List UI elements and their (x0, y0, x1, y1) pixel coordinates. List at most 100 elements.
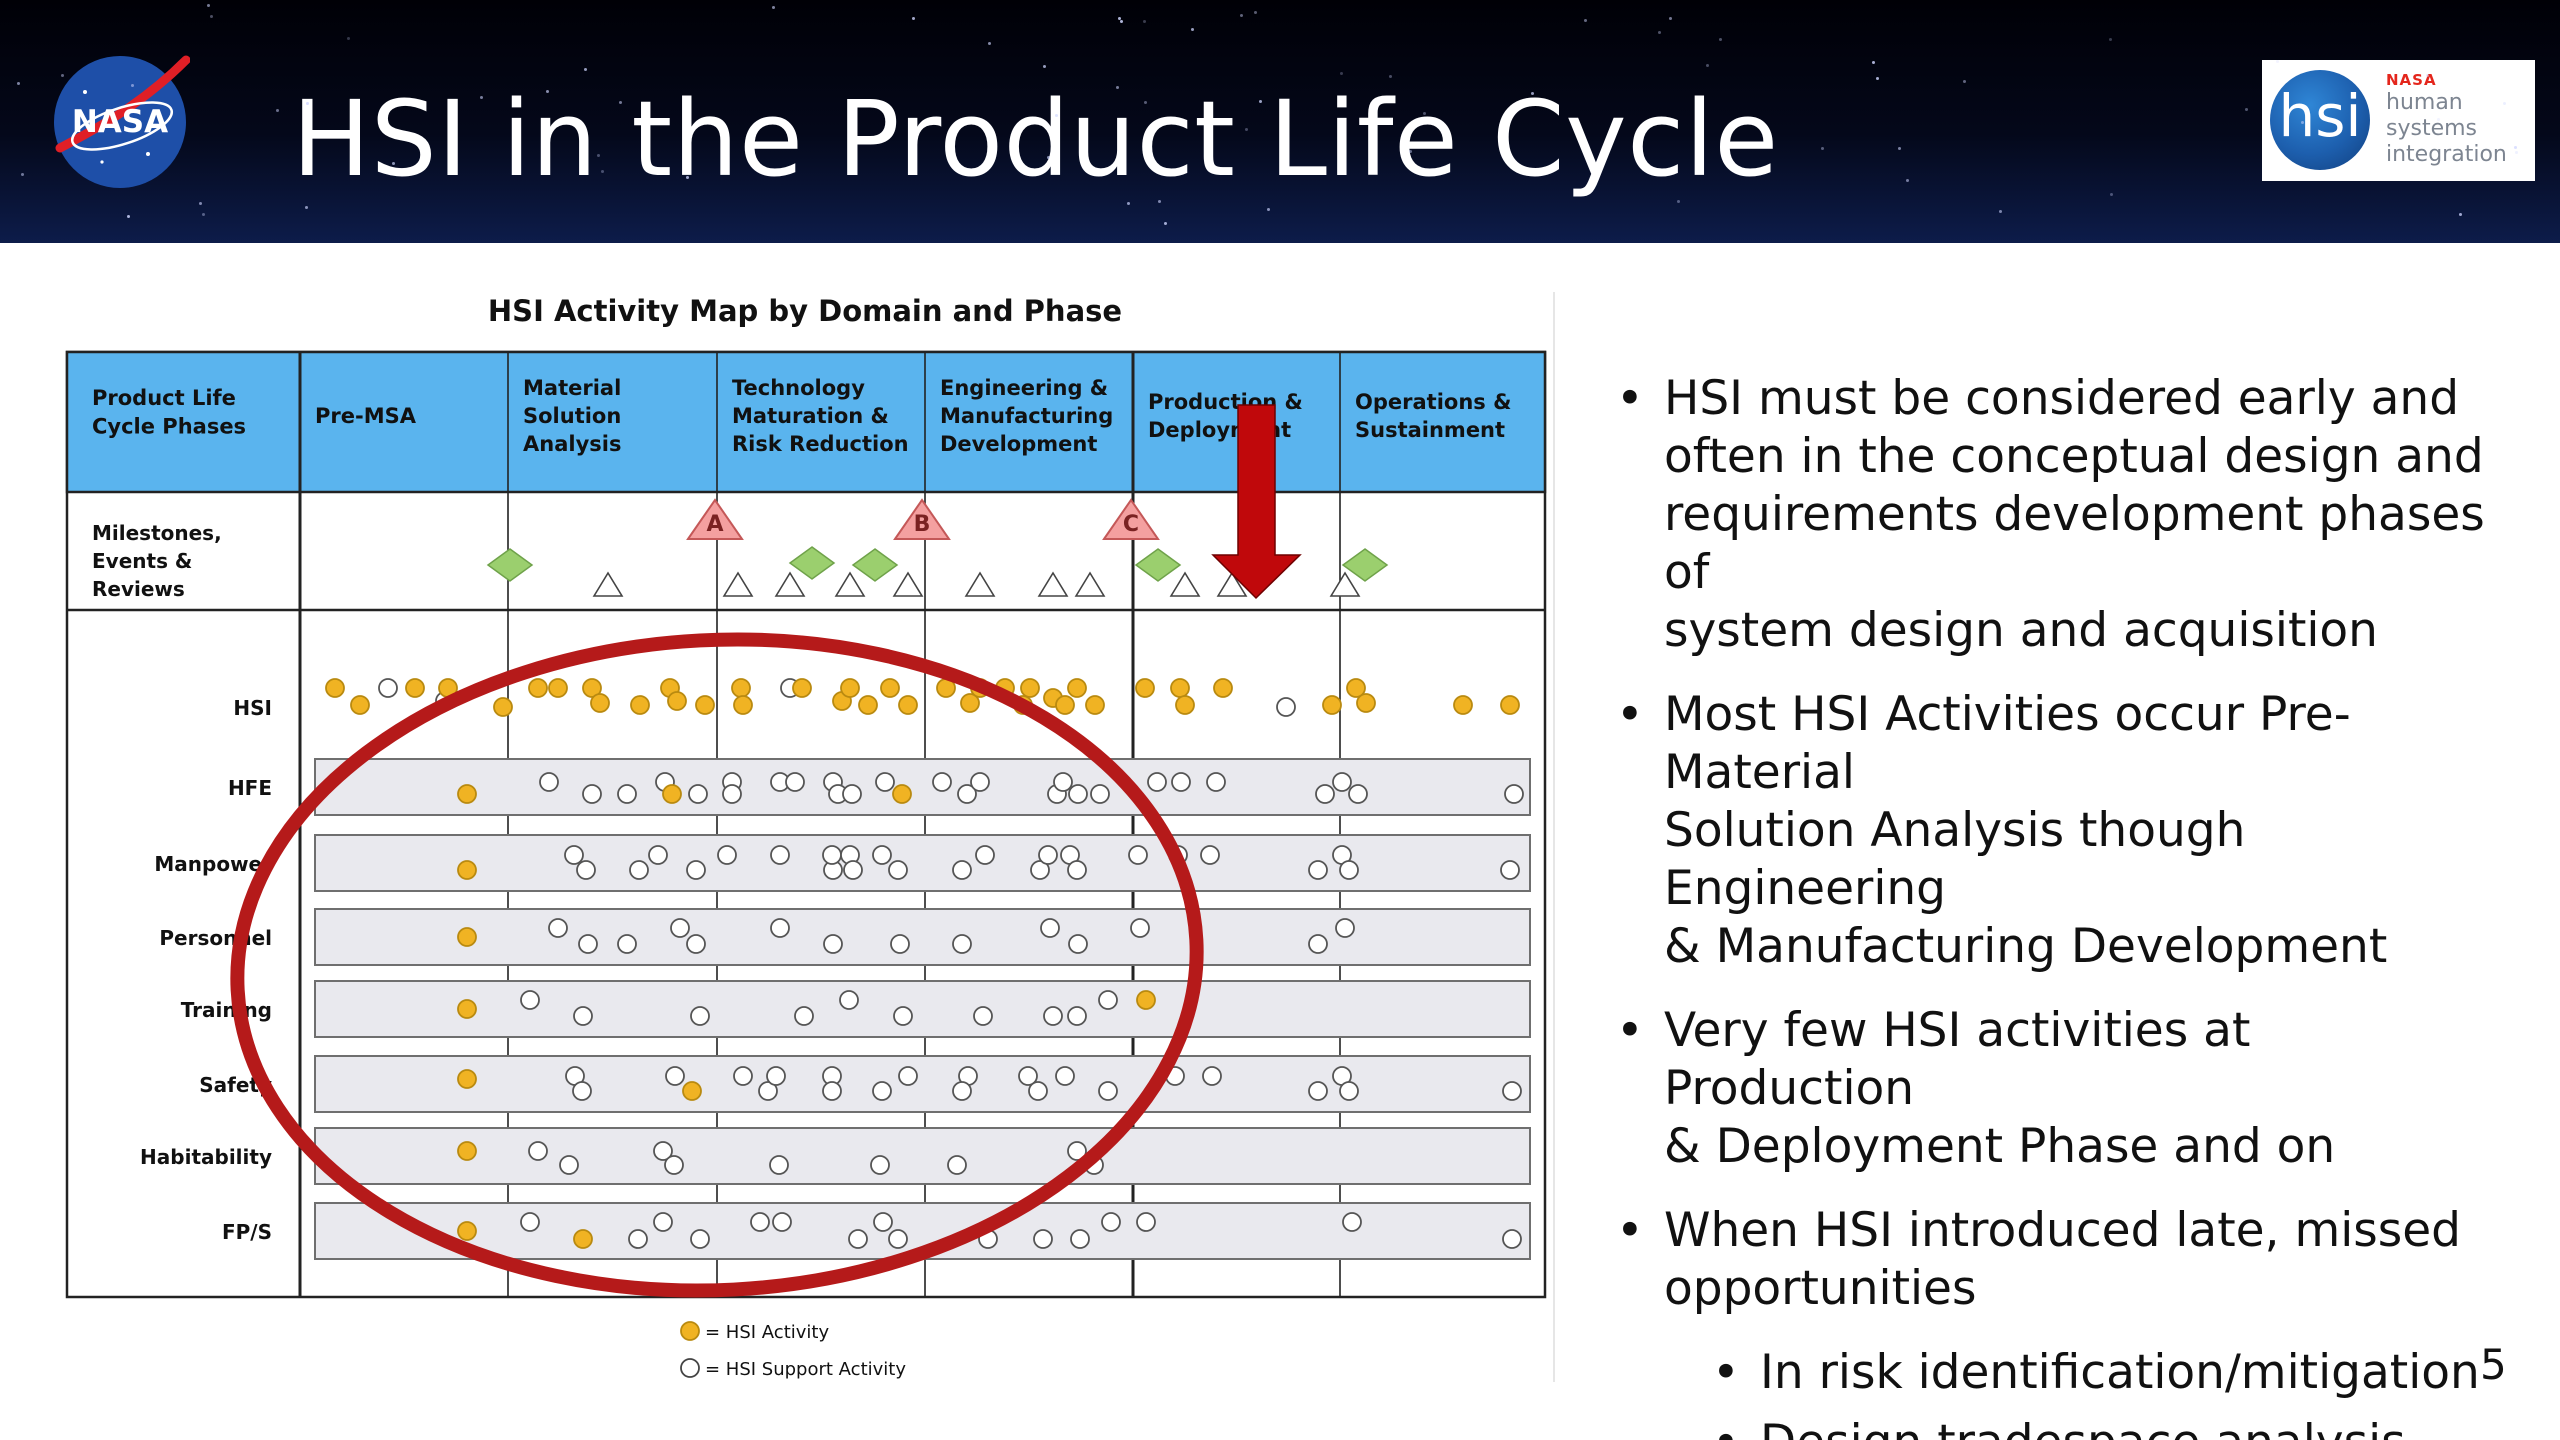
hsi-support-dot (664, 1155, 684, 1175)
star-decoration (305, 206, 308, 209)
hsi-activity-dot (1085, 695, 1105, 715)
hsi-support-dot (520, 1212, 540, 1232)
star-decoration (2109, 38, 2112, 41)
star-decoration (306, 102, 309, 105)
hsi-support-dot (1030, 860, 1050, 880)
event-triangle (1074, 571, 1106, 597)
milestone-label: C (1123, 512, 1139, 537)
hsi-logo-nasa: NASA (2386, 71, 2437, 89)
star-decoration (199, 202, 202, 205)
star-decoration (1999, 210, 2002, 213)
hsi-support-dot (1067, 1141, 1087, 1161)
figure-title: HSI Activity Map by Domain and Phase (488, 294, 1122, 328)
domain-label: Personnel (159, 926, 272, 950)
star-decoration (601, 170, 604, 173)
hsi-activity-dot (1136, 990, 1156, 1010)
hsi-activity-dot (325, 678, 345, 698)
hsi-support-dot (1308, 860, 1328, 880)
legend-marker (680, 1358, 700, 1378)
hsi-support-dot (1335, 918, 1355, 938)
hsi-activity-dot (898, 695, 918, 715)
hsi-activity-dot (528, 678, 548, 698)
domain-band (314, 1127, 1531, 1185)
event-triangle (1216, 571, 1248, 597)
hsi-support-dot (1033, 1229, 1053, 1249)
hsi-support-dot (722, 784, 742, 804)
down-arrow (1211, 404, 1302, 600)
hsi-support-dot (898, 1066, 918, 1086)
hsi-logo-mark: hsi (2270, 70, 2370, 170)
hsi-activity-dot (1322, 695, 1342, 715)
hsi-support-dot (1090, 784, 1110, 804)
hsi-support-dot (733, 1066, 753, 1086)
hsi-support-dot (770, 918, 790, 938)
star-decoration (1821, 147, 1824, 150)
bullet-dot: • (1616, 1003, 1644, 1058)
hsi-activity-dot (457, 927, 477, 947)
hsi-activity-dot (457, 860, 477, 880)
domain-band (314, 908, 1531, 966)
hsi-activity-dot (350, 695, 370, 715)
hsi-support-dot (875, 772, 895, 792)
hsi-support-dot (1348, 784, 1368, 804)
star-decoration (2437, 118, 2440, 121)
event-triangle (892, 571, 924, 597)
title-banner: NASA HSI in the Product Life Cycle hsi N… (0, 0, 2560, 243)
hsi-support-dot (665, 1066, 685, 1086)
hsi-activity-dot (590, 693, 610, 713)
hsi-support-dot (1098, 990, 1118, 1010)
hsi-support-dot (766, 1066, 786, 1086)
hsi-activity-dot (1055, 695, 1075, 715)
hsi-support-dot (823, 934, 843, 954)
bullet-dot: • (1616, 371, 1644, 426)
legend-label: = HSI Activity (705, 1322, 829, 1343)
star-decoration (1191, 28, 1194, 31)
hsi-support-dot (848, 1229, 868, 1249)
hsi-support-dot (1308, 1081, 1328, 1101)
star-decoration (202, 213, 205, 216)
phase-header: Operations & Sustainment (1355, 390, 1511, 442)
bullet-line: Very few HSI activities at Production (1664, 1003, 2251, 1116)
hsi-support-dot (582, 784, 602, 804)
star-decoration (1898, 147, 1901, 150)
domain-band (314, 1055, 1531, 1113)
hsi-support-dot (1342, 1212, 1362, 1232)
hsi-support-dot (520, 990, 540, 1010)
star-decoration (1055, 114, 1058, 117)
hsi-support-dot (1101, 1212, 1121, 1232)
hsi-support-dot (842, 784, 862, 804)
hsi-support-dot (1339, 1081, 1359, 1101)
star-decoration (1677, 200, 1680, 203)
hsi-support-dot (932, 772, 952, 792)
bullet-line: system design and acquisition (1664, 603, 2378, 658)
hsi-support-dot (822, 1081, 842, 1101)
bullet-line: Solution Analysis though Engineering (1664, 803, 2246, 916)
sub-bullet-item: • Design tradespace analysis (1612, 1414, 2512, 1440)
event-triangle (964, 571, 996, 597)
hsi-support-dot (648, 845, 668, 865)
star-decoration (988, 42, 991, 45)
hsi-activity-map: Product Life Cycle Phases Pre-MSA Material S… (65, 294, 1547, 1380)
hsi-activity-dot (840, 678, 860, 698)
hsi-support-dot (1500, 860, 1520, 880)
hsi-support-dot (617, 934, 637, 954)
divider (1553, 292, 1555, 1382)
star-decoration (1043, 65, 1046, 68)
header-band (65, 350, 1547, 494)
event-triangle (592, 571, 624, 597)
hsi-support-dot (952, 1081, 972, 1101)
bullet-dot: • (1616, 687, 1644, 742)
star-decoration (686, 176, 689, 179)
hsi-activity-dot (630, 695, 650, 715)
hsi-support-dot (1136, 1212, 1156, 1232)
hsi-support-dot (872, 1081, 892, 1101)
hsi-support-dot (1332, 772, 1352, 792)
star-decoration (131, 84, 134, 87)
milestone-label: A (706, 512, 723, 537)
bullet-line: & Manufacturing Development (1664, 919, 2388, 974)
hsi-support-dot (890, 934, 910, 954)
hsi-support-dot (952, 934, 972, 954)
slide-title: HSI in the Product Life Cycle (292, 78, 1779, 200)
star-decoration (2426, 74, 2429, 77)
